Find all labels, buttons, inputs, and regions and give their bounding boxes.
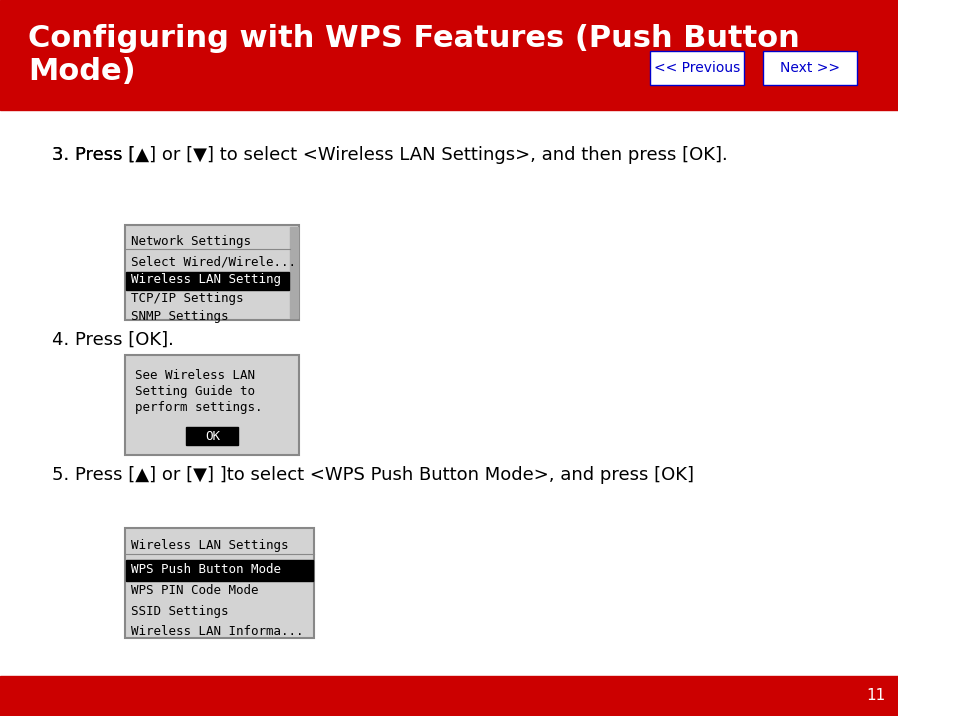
Text: WPS Push Button Mode: WPS Push Button Mode [131,563,280,576]
Text: perform settings.: perform settings. [134,400,262,414]
Text: 5. Press [▲] or [▼] ]to select <WPS Push Button Mode>, and press [OK]: 5. Press [▲] or [▼] ]to select <WPS Push… [51,466,693,484]
FancyBboxPatch shape [649,51,743,85]
Text: OK: OK [205,430,219,442]
Text: 3. Press [: 3. Press [ [51,146,135,164]
Text: << Previous: << Previous [653,61,740,75]
Text: Configuring with WPS Features (Push Button
Mode): Configuring with WPS Features (Push Butt… [29,24,800,87]
Bar [126,560,313,581]
Text: SSID Settings: SSID Settings [131,604,228,617]
Bar [290,227,297,318]
FancyBboxPatch shape [186,427,238,445]
Text: 11: 11 [865,689,884,704]
Text: WPS PIN Code Mode: WPS PIN Code Mode [131,584,258,596]
Bar [0,676,898,716]
Text: SNMP Settings: SNMP Settings [131,310,228,323]
Text: Select Wired/Wirele...: Select Wired/Wirele... [131,255,295,268]
Text: See Wireless LAN: See Wireless LAN [134,369,254,382]
FancyBboxPatch shape [762,51,856,85]
FancyBboxPatch shape [125,225,299,320]
Text: Setting Guide to: Setting Guide to [134,384,254,397]
Text: Next >>: Next >> [779,61,839,75]
Bar [0,0,898,110]
Bar [126,271,289,290]
Text: Network Settings: Network Settings [131,235,251,248]
FancyBboxPatch shape [125,528,314,638]
Text: Wireless LAN Settings: Wireless LAN Settings [131,539,288,552]
Text: 3. Press [▲] or [▼] to select <Wireless LAN Settings>, and then press [OK].: 3. Press [▲] or [▼] to select <Wireless … [51,146,727,164]
Text: Wireless LAN Informa...: Wireless LAN Informa... [131,625,303,638]
FancyBboxPatch shape [125,355,299,455]
Text: TCP/IP Settings: TCP/IP Settings [131,291,243,304]
Text: Wireless LAN Setting: Wireless LAN Setting [131,274,280,286]
Text: 4. Press [OK].: 4. Press [OK]. [51,331,173,349]
